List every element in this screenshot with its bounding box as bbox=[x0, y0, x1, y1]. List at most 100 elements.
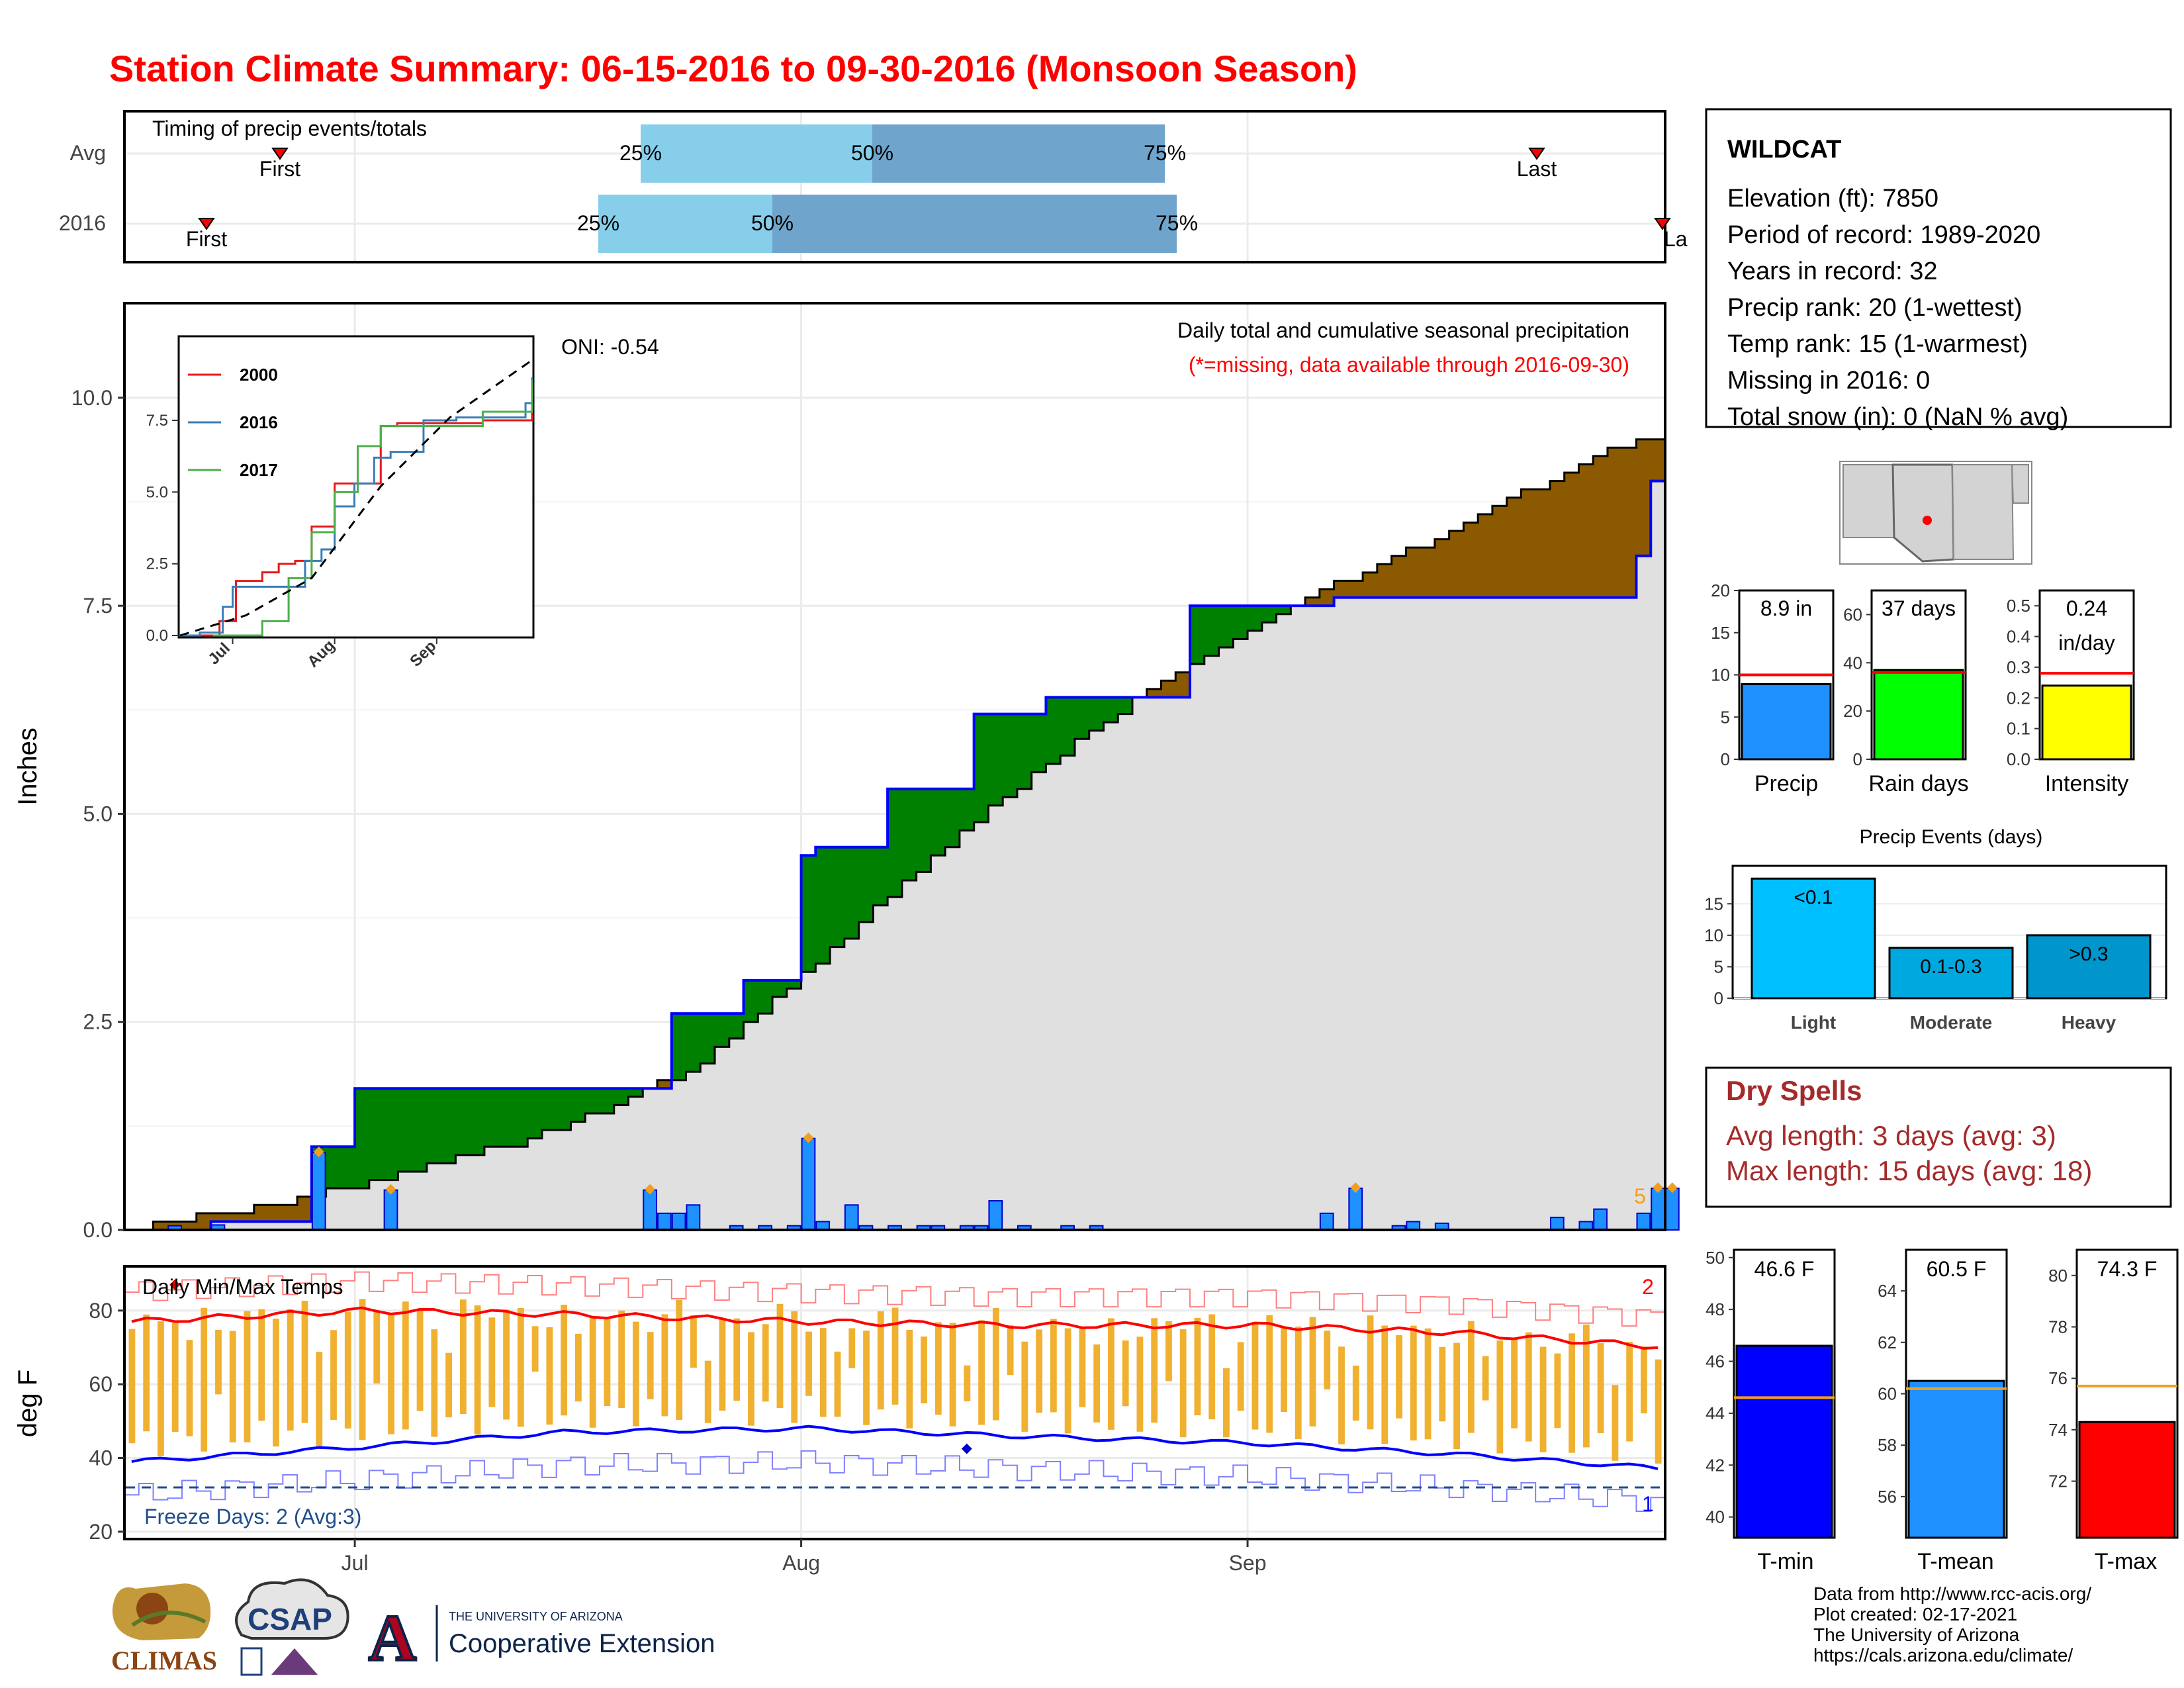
temp-ylabel: deg F bbox=[13, 1370, 42, 1437]
daily-precip-bar bbox=[383, 1189, 398, 1231]
daily-temp-bar bbox=[1309, 1317, 1316, 1427]
timing-panel: Timing of precip events/totals 25% 50% 75%… bbox=[59, 110, 1688, 263]
above-average-fill bbox=[383, 1088, 398, 1180]
below-average-fill bbox=[1334, 581, 1349, 598]
station-location-dot bbox=[1923, 516, 1932, 525]
below-average-fill bbox=[1506, 497, 1522, 598]
precip-ytick-label: 5.0 bbox=[83, 802, 113, 825]
summary-bar bbox=[1741, 683, 1832, 761]
daily-temp-bar bbox=[373, 1310, 381, 1383]
above-average-fill bbox=[1089, 697, 1104, 731]
average-max-line bbox=[131, 1306, 1659, 1350]
record-low-line bbox=[124, 1450, 1665, 1513]
timing-first-marker bbox=[198, 218, 215, 230]
daily-precip-marker bbox=[313, 1147, 324, 1158]
above-average-fill bbox=[700, 1013, 715, 1064]
daily-precip-bar bbox=[1593, 1208, 1608, 1231]
daily-temp-bar bbox=[748, 1332, 754, 1426]
temp-summary-ytick-label: 80 bbox=[2048, 1266, 2068, 1286]
events-bar-label: <0.1 bbox=[1794, 886, 1833, 908]
daily-temp-bar bbox=[992, 1307, 999, 1421]
above-average-fill bbox=[585, 1088, 600, 1113]
daily-temp-bar bbox=[690, 1315, 697, 1368]
timing-first-marker bbox=[271, 148, 289, 160]
daily-temp-bar bbox=[1050, 1319, 1057, 1413]
daily-temp-bar bbox=[330, 1330, 337, 1421]
daily-temp-bar bbox=[1424, 1328, 1432, 1440]
daily-temp-bar bbox=[647, 1332, 654, 1399]
temp-summary-name: T-max bbox=[2095, 1549, 2157, 1574]
figure-title: Station Climate Summary: 06-15-2016 to 0… bbox=[109, 48, 1357, 89]
temp-summary-bar bbox=[2078, 1421, 2176, 1539]
daily-precip-marker bbox=[803, 1132, 814, 1143]
daily-precip-bar bbox=[643, 1189, 658, 1231]
above-average-fill bbox=[858, 847, 874, 922]
inset-ytick-label: 0.0 bbox=[146, 627, 168, 645]
above-average-fill bbox=[1204, 606, 1220, 656]
summary-ytick-label: 0.2 bbox=[2007, 688, 2030, 708]
daily-temp-bar bbox=[1079, 1327, 1086, 1407]
temp-summary-value-label: 74.3 F bbox=[2097, 1257, 2158, 1281]
station-info-line: Temp rank: 15 (1-warmest) bbox=[1727, 330, 2028, 358]
above-average-fill bbox=[441, 1088, 456, 1164]
daily-precip-bar bbox=[1636, 1212, 1651, 1231]
station-info-line: Period of record: 1989-2020 bbox=[1727, 221, 2040, 249]
daily-temp-bar bbox=[1093, 1344, 1101, 1423]
daily-temp-bar bbox=[1539, 1346, 1547, 1452]
freeze-days-label: Freeze Days: 2 (Avg:3) bbox=[144, 1505, 361, 1528]
daily-temp-bar bbox=[1266, 1315, 1273, 1433]
daily-temp-bar bbox=[1641, 1346, 1647, 1414]
summary-chart-name: Intensity bbox=[2045, 771, 2129, 796]
daily-temp-bar bbox=[459, 1299, 467, 1415]
station-info-box: WILDCAT Elevation (ft): 7850 Period of re… bbox=[1705, 108, 2172, 431]
daily-temp-bar bbox=[1554, 1353, 1561, 1429]
daily-temp-bar bbox=[661, 1314, 668, 1417]
date-xtick-label: Aug bbox=[782, 1551, 820, 1575]
above-average-fill bbox=[729, 1013, 745, 1039]
university-of-arizona-logo: A THE UNIVERSITY OF ARIZONA Cooperative … bbox=[363, 1600, 715, 1676]
daily-temp-bar bbox=[891, 1307, 899, 1405]
daily-temp-bar bbox=[488, 1317, 496, 1407]
temp-summary-ytick-label: 42 bbox=[1706, 1455, 1725, 1475]
daily-temp-bar bbox=[949, 1323, 956, 1427]
climas-text: CLIMAS bbox=[111, 1646, 217, 1675]
timing-p25-label: 25% bbox=[619, 141, 662, 165]
timing-p75-label: 75% bbox=[1156, 211, 1198, 235]
above-average-fill bbox=[830, 847, 845, 947]
daily-temp-bar bbox=[531, 1326, 539, 1372]
precip-panel: 0.0 2.5 5.0 7.5 10.0 Inches Daily total and … bbox=[13, 302, 1680, 1242]
temp-summary-ytick-label: 46 bbox=[1706, 1352, 1725, 1372]
record-low-marker bbox=[961, 1443, 972, 1454]
daily-temp-bar bbox=[676, 1299, 683, 1420]
above-average-fill bbox=[513, 1088, 528, 1147]
above-average-fill bbox=[556, 1088, 571, 1131]
summary-value-label: 0.24 bbox=[2066, 596, 2107, 620]
summary-chart-name: Precip bbox=[1754, 771, 1818, 796]
temp-summary-ytick-label: 64 bbox=[1878, 1281, 1897, 1301]
timing-bar-25-50 bbox=[598, 195, 772, 253]
below-average-fill bbox=[196, 1213, 212, 1230]
daily-temp-bar bbox=[1569, 1333, 1576, 1453]
below-average-fill bbox=[1478, 514, 1493, 598]
daily-temp-bar bbox=[1136, 1336, 1144, 1432]
above-average-fill bbox=[1003, 714, 1018, 798]
daily-temp-bar bbox=[1237, 1342, 1244, 1411]
above-average-fill bbox=[916, 788, 931, 872]
inset-legend-label: 2016 bbox=[240, 412, 278, 432]
daily-temp-bar bbox=[431, 1329, 438, 1437]
daily-temp-bar bbox=[1324, 1331, 1331, 1389]
inset-legend-label: 2000 bbox=[240, 365, 278, 385]
above-average-fill bbox=[974, 714, 989, 822]
daily-temp-bar bbox=[1194, 1317, 1201, 1416]
above-average-fill bbox=[412, 1088, 428, 1172]
daily-temp-bar bbox=[273, 1318, 279, 1447]
below-average-fill bbox=[1621, 447, 1637, 598]
timing-bar-50-75 bbox=[772, 195, 1177, 253]
daily-temp-bar bbox=[171, 1323, 179, 1432]
temp-summary-name: T-min bbox=[1758, 1549, 1814, 1574]
below-average-fill bbox=[1377, 564, 1392, 598]
below-average-fill bbox=[1420, 547, 1435, 598]
above-average-fill bbox=[369, 1088, 385, 1180]
below-average-fill bbox=[1434, 539, 1450, 598]
